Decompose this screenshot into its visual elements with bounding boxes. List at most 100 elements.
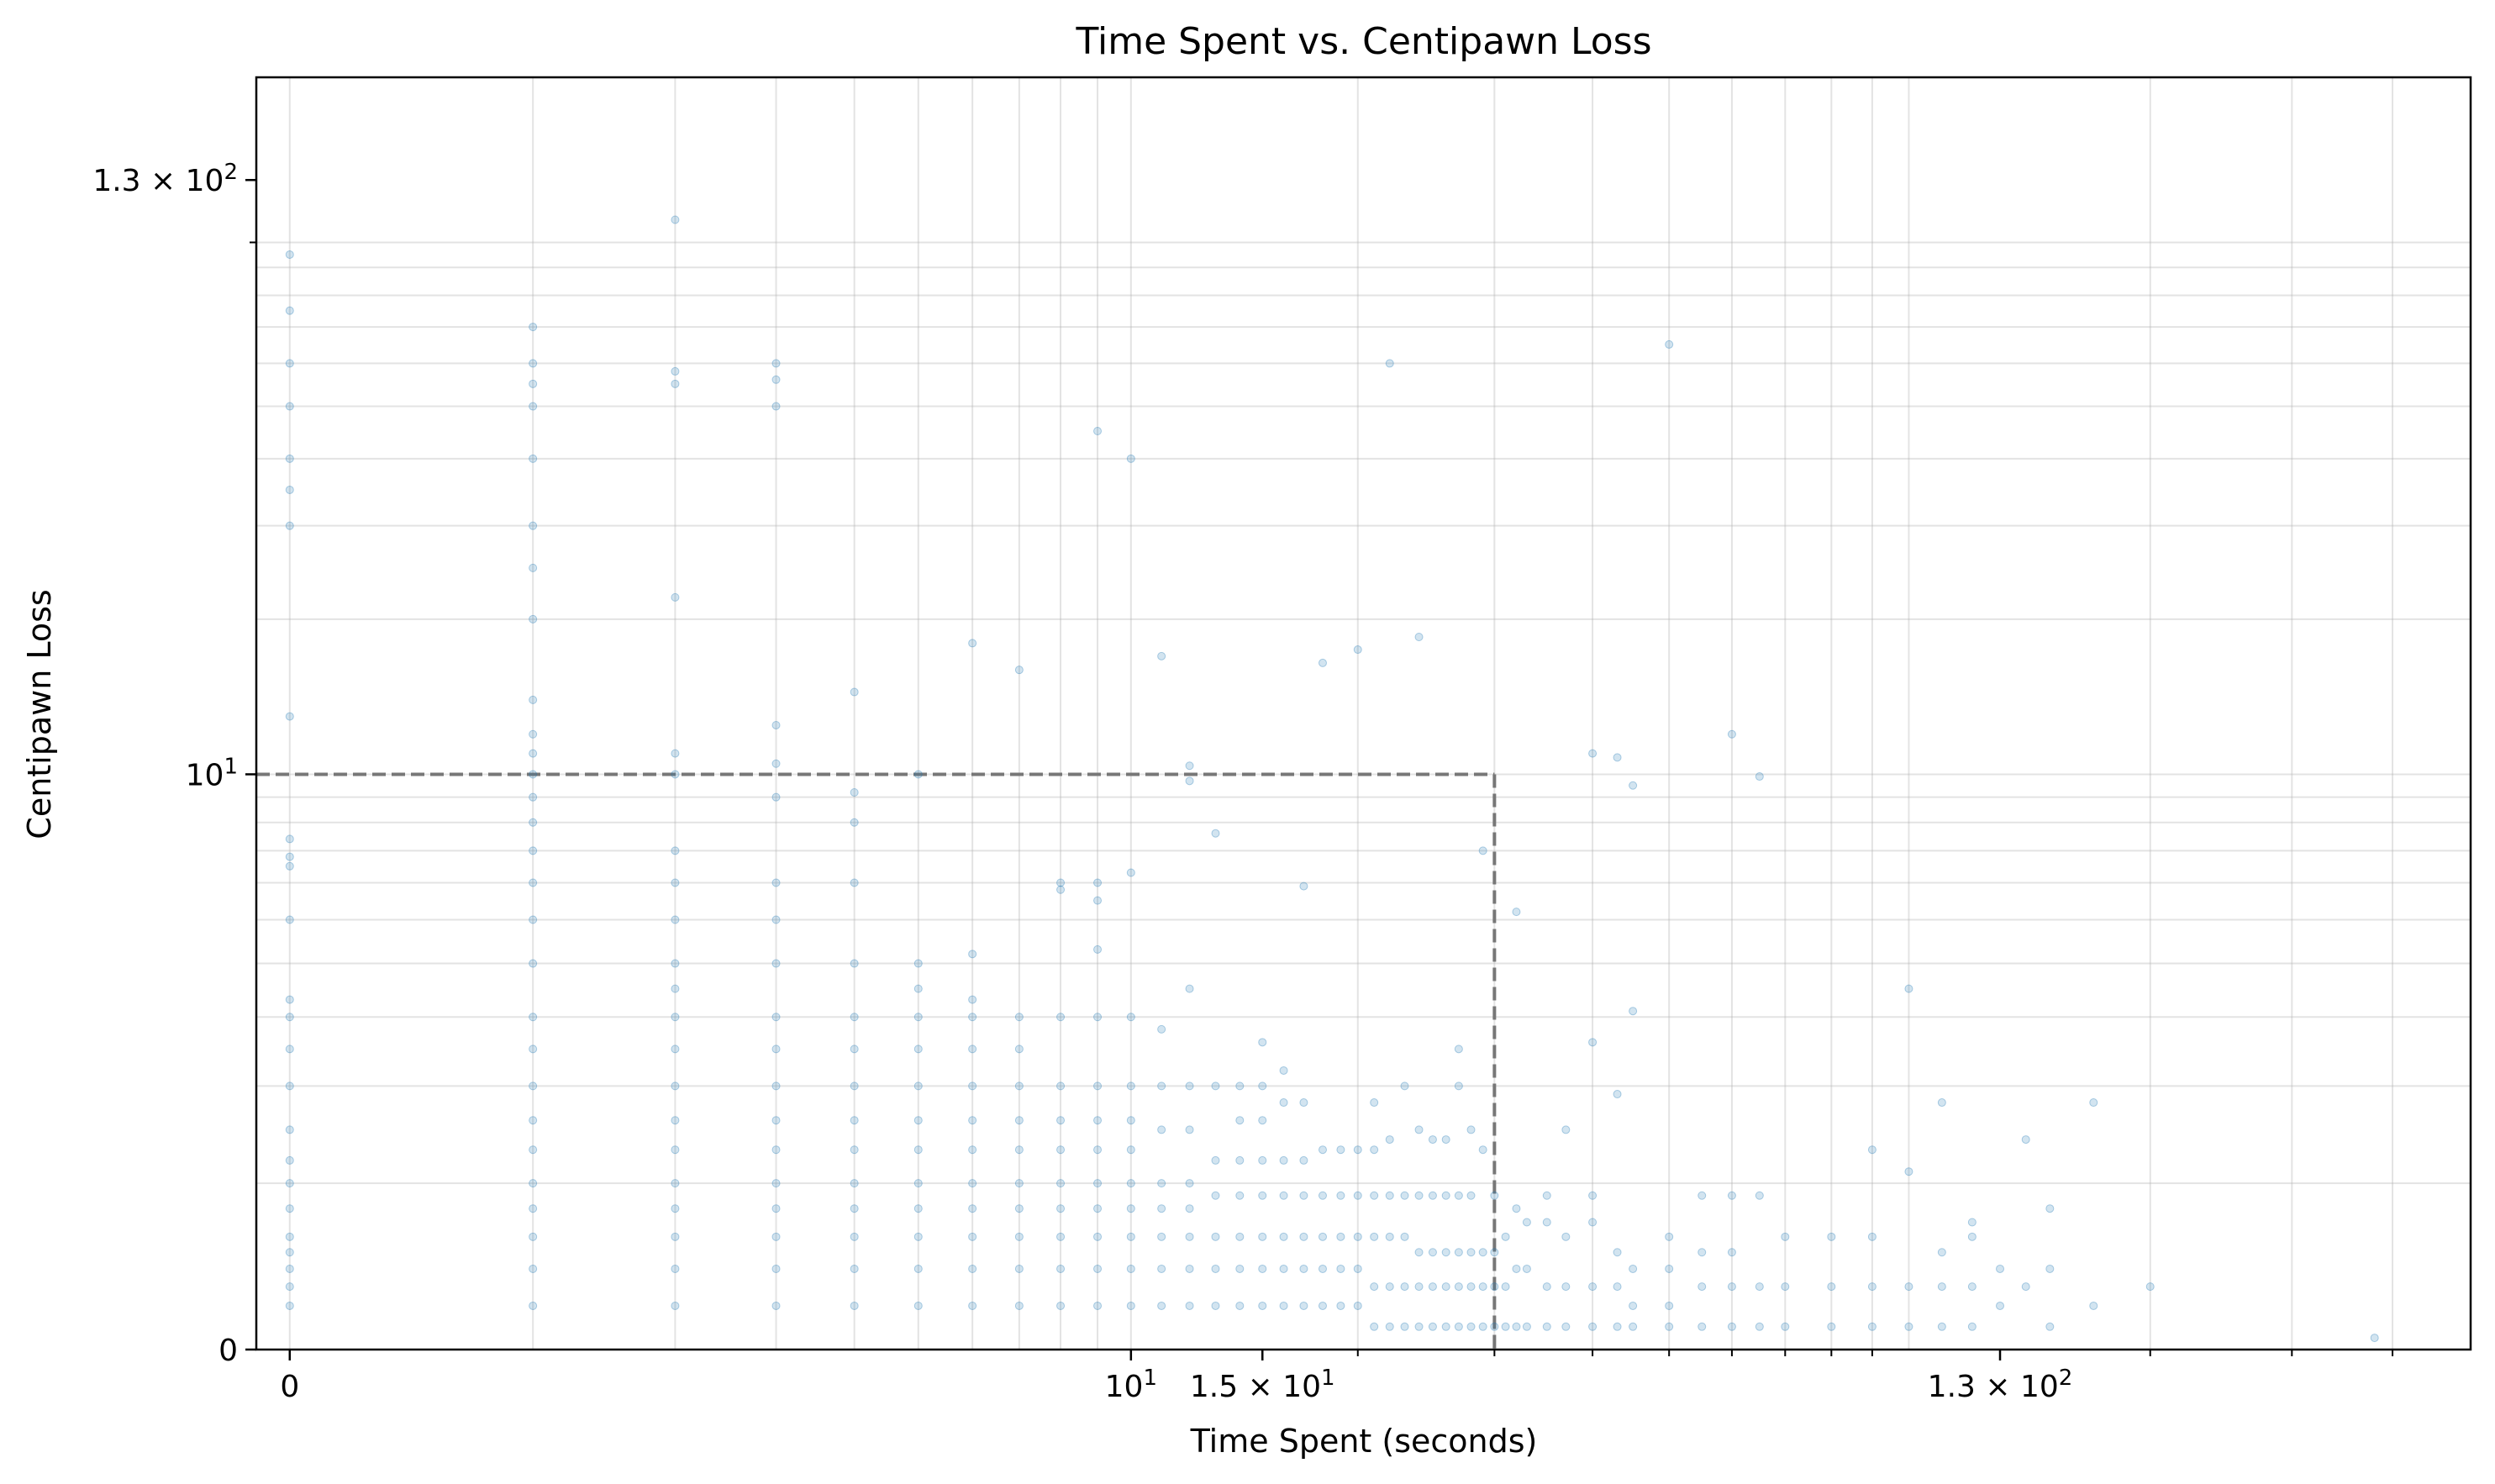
data-point (1478, 1248, 1487, 1257)
data-point (913, 1204, 923, 1213)
data-point (1490, 1282, 1499, 1292)
data-point (1755, 1191, 1764, 1200)
data-point (1279, 1098, 1288, 1108)
data-point (1512, 1264, 1521, 1273)
data-point (1014, 1045, 1024, 1054)
data-point (1370, 1232, 1379, 1241)
data-point (850, 1116, 859, 1125)
data-point (1014, 1301, 1024, 1310)
data-point (1093, 896, 1103, 905)
data-point (1211, 1301, 1220, 1310)
data-point (1014, 1204, 1024, 1213)
data-point (850, 1179, 859, 1188)
data-point (913, 984, 923, 993)
data-point (771, 1081, 781, 1091)
data-point (529, 792, 538, 802)
data-point (1299, 1191, 1308, 1200)
data-point (2089, 1301, 2098, 1310)
data-point (1353, 1191, 1362, 1200)
data-point (529, 749, 538, 758)
data-point (1336, 1232, 1345, 1241)
data-point (1441, 1135, 1450, 1145)
data-point (1561, 1232, 1571, 1241)
data-point (1400, 1081, 1409, 1091)
y-axis-ticks: 0 101 1.3 × 102 (92, 160, 256, 1368)
data-point (1093, 1013, 1103, 1022)
data-point (1781, 1322, 1790, 1331)
data-point (1279, 1301, 1288, 1310)
data-point (285, 1264, 294, 1273)
data-point (285, 485, 294, 494)
data-point (1279, 1191, 1288, 1200)
data-point (850, 878, 859, 887)
data-point (2145, 1282, 2155, 1292)
y-tick-label: 1.3 × 102 (92, 160, 238, 198)
data-point (1211, 1232, 1220, 1241)
data-point (968, 1204, 977, 1213)
data-point (1258, 1116, 1267, 1125)
data-point (1370, 1282, 1379, 1292)
data-point (1211, 829, 1220, 838)
data-point (285, 712, 294, 721)
data-point (285, 1282, 294, 1292)
data-point (1428, 1248, 1437, 1257)
data-point (1414, 1125, 1424, 1134)
data-point (1904, 1167, 1913, 1176)
data-points (285, 215, 2379, 1343)
y-tick-label: 0 (218, 1334, 238, 1368)
data-point (1967, 1282, 1977, 1292)
plot-frame (255, 76, 2472, 1351)
data-point (285, 1232, 294, 1241)
data-point (1185, 984, 1194, 993)
data-point (1279, 1264, 1288, 1273)
data-point (771, 1179, 781, 1188)
data-point (529, 729, 538, 739)
data-point (1370, 1145, 1379, 1155)
data-point (771, 1045, 781, 1054)
data-point (1385, 1282, 1394, 1292)
data-point (1561, 1125, 1571, 1134)
data-point (1353, 1301, 1362, 1310)
data-point (1827, 1232, 1836, 1241)
data-point (1014, 666, 1024, 675)
data-point (1056, 1013, 1066, 1022)
data-point (1904, 1282, 1913, 1292)
data-point (1279, 1155, 1288, 1165)
data-point (1454, 1248, 1463, 1257)
data-point (285, 1155, 294, 1165)
data-point (850, 1013, 859, 1022)
data-point (1093, 1204, 1103, 1213)
data-point (529, 402, 538, 411)
data-point (1235, 1232, 1245, 1241)
data-point (1588, 1218, 1598, 1227)
data-point (1967, 1232, 1977, 1241)
data-point (1665, 1264, 1674, 1273)
data-point (771, 959, 781, 968)
data-point (1299, 1155, 1308, 1165)
data-point (1258, 1301, 1267, 1310)
data-point (1542, 1282, 1551, 1292)
data-point (1904, 984, 1913, 993)
data-point (1056, 1081, 1066, 1091)
data-point (1613, 1322, 1622, 1331)
data-point (671, 846, 680, 855)
data-point (1385, 1322, 1394, 1331)
data-point (529, 1013, 538, 1022)
x-tick-label: 0 (280, 1370, 299, 1404)
data-point (913, 1301, 923, 1310)
data-point (1056, 1264, 1066, 1273)
data-point (1501, 1232, 1510, 1241)
data-point (1185, 1179, 1194, 1188)
data-point (285, 306, 294, 315)
data-point (1056, 878, 1066, 887)
data-point (1385, 1191, 1394, 1200)
data-point (285, 1125, 294, 1134)
data-point (968, 950, 977, 959)
data-point (1157, 1204, 1166, 1213)
data-point (1441, 1282, 1450, 1292)
data-point (1698, 1282, 1707, 1292)
data-point (1466, 1322, 1476, 1331)
data-point (1318, 1301, 1327, 1310)
data-point (1478, 1322, 1487, 1331)
data-point (1235, 1301, 1245, 1310)
